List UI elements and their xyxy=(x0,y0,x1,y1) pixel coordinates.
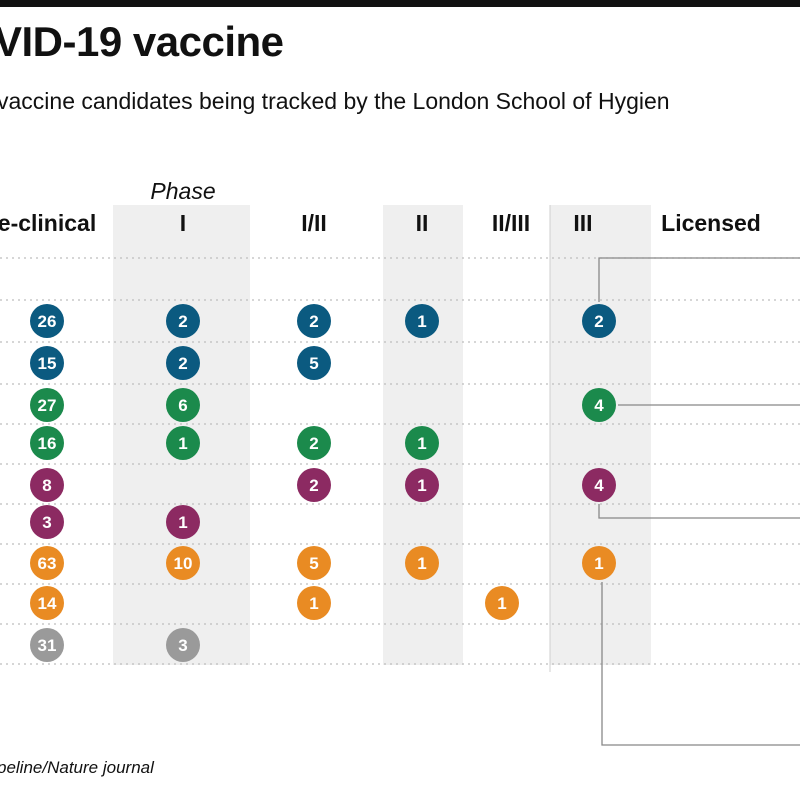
phase-band-2 xyxy=(550,205,651,665)
column-header-6: Licensed xyxy=(661,210,761,236)
count-dot-r4-c3 xyxy=(405,468,439,502)
count-dot-r4-c2 xyxy=(297,468,331,502)
count-dot-r6-c5 xyxy=(582,546,616,580)
count-dot-r0-c5 xyxy=(582,304,616,338)
count-label-r7-c2: 1 xyxy=(309,594,318,613)
count-dot-r6-c2 xyxy=(297,546,331,580)
count-dot-r6-c1 xyxy=(166,546,200,580)
count-label-r6-c0: 63 xyxy=(38,554,57,573)
column-header-2: I/II xyxy=(301,210,327,236)
count-dot-r3-c1 xyxy=(166,426,200,460)
count-label-r6-c2: 5 xyxy=(309,554,318,573)
source-note: peline/Nature journal xyxy=(0,758,154,777)
count-dot-r1-c1 xyxy=(166,346,200,380)
count-label-r3-c0: 16 xyxy=(38,434,57,453)
count-dot-r0-c3 xyxy=(405,304,439,338)
count-label-r2-c1: 6 xyxy=(178,396,187,415)
phase-label: Phase xyxy=(150,178,215,204)
count-label-r3-c1: 1 xyxy=(178,434,187,453)
count-label-r2-c5: 4 xyxy=(594,396,604,415)
count-label-r4-c3: 1 xyxy=(417,476,426,495)
count-label-r0-c3: 1 xyxy=(417,312,426,331)
count-dot-r8-c0 xyxy=(30,628,64,662)
count-dot-r3-c3 xyxy=(405,426,439,460)
count-label-r5-c1: 1 xyxy=(178,513,187,532)
count-dot-r0-c1 xyxy=(166,304,200,338)
connector-line-purple xyxy=(598,504,800,519)
count-dot-r4-c0 xyxy=(30,468,64,502)
count-dot-r7-c4 xyxy=(485,586,519,620)
column-header-0: e-clinical xyxy=(0,210,96,236)
count-label-r6-c1: 10 xyxy=(174,554,193,573)
count-label-r0-c5: 2 xyxy=(594,312,603,331)
count-dot-r5-c0 xyxy=(30,505,64,539)
count-label-r4-c2: 2 xyxy=(309,476,318,495)
count-label-r6-c5: 1 xyxy=(594,554,603,573)
count-label-r1-c0: 15 xyxy=(38,354,57,373)
column-header-4: II/III xyxy=(492,210,530,236)
top-rule xyxy=(0,0,800,7)
count-label-r8-c1: 3 xyxy=(178,636,187,655)
column-header-3: II xyxy=(416,210,429,236)
count-dot-r2-c0 xyxy=(30,388,64,422)
column-header-1: I xyxy=(180,210,186,236)
chart-title: VID-19 vaccine xyxy=(0,18,284,65)
count-dot-r7-c0 xyxy=(30,586,64,620)
count-label-r0-c1: 2 xyxy=(178,312,187,331)
count-dot-r3-c0 xyxy=(30,426,64,460)
count-label-r7-c4: 1 xyxy=(497,594,506,613)
count-label-r5-c0: 3 xyxy=(42,513,51,532)
count-label-r2-c0: 27 xyxy=(38,396,57,415)
count-label-r0-c0: 26 xyxy=(38,312,57,331)
connector-line-orange xyxy=(601,582,800,746)
count-label-r1-c1: 2 xyxy=(178,354,187,373)
count-label-r6-c3: 1 xyxy=(417,554,426,573)
chart-subtitle: vaccine candidates being tracked by the … xyxy=(0,88,670,114)
count-dot-r2-c1 xyxy=(166,388,200,422)
count-label-r3-c2: 2 xyxy=(309,434,318,453)
connector-line-blue xyxy=(598,257,800,302)
count-dot-r1-c0 xyxy=(30,346,64,380)
count-dot-r1-c2 xyxy=(297,346,331,380)
count-dot-r4-c5 xyxy=(582,468,616,502)
count-dot-r3-c2 xyxy=(297,426,331,460)
count-label-r8-c0: 31 xyxy=(38,636,57,655)
count-dot-r6-c0 xyxy=(30,546,64,580)
count-dot-r0-c0 xyxy=(30,304,64,338)
count-dot-r7-c2 xyxy=(297,586,331,620)
count-label-r4-c0: 8 xyxy=(42,476,51,495)
column-header-5: III xyxy=(573,210,592,236)
count-dot-r8-c1 xyxy=(166,628,200,662)
count-dot-r5-c1 xyxy=(166,505,200,539)
count-dot-r6-c3 xyxy=(405,546,439,580)
count-label-r0-c2: 2 xyxy=(309,312,318,331)
count-label-r3-c3: 1 xyxy=(417,434,426,453)
count-dot-r0-c2 xyxy=(297,304,331,338)
count-label-r7-c0: 14 xyxy=(38,594,57,613)
count-label-r1-c2: 5 xyxy=(309,354,318,373)
count-dot-r2-c5 xyxy=(582,388,616,422)
count-label-r4-c5: 4 xyxy=(594,476,604,495)
